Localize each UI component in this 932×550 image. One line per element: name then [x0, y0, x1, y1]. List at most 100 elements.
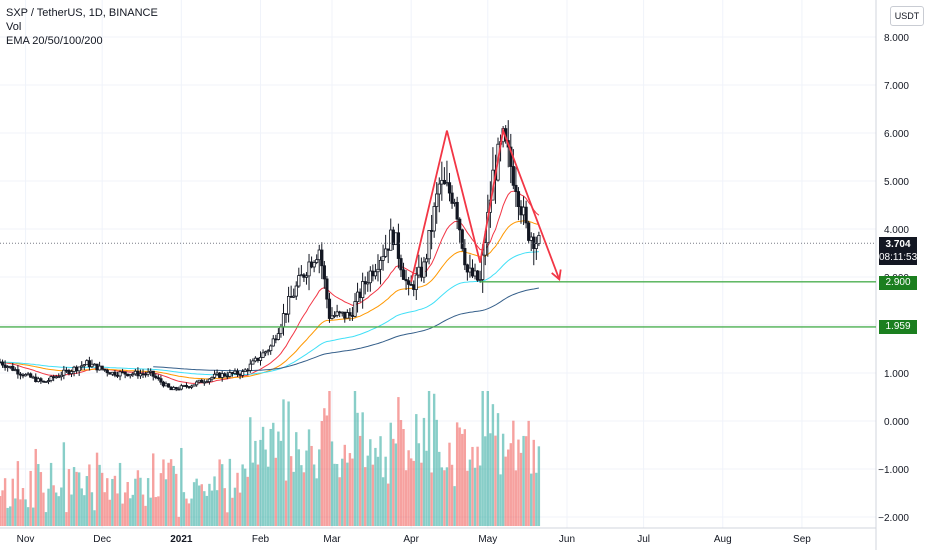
volume-bar — [233, 487, 237, 526]
candle-body — [473, 270, 477, 277]
candle-body — [519, 206, 523, 216]
volume-bar — [9, 506, 12, 526]
volume-bar — [167, 462, 170, 526]
volume-bar — [162, 459, 165, 526]
volume-bar — [220, 464, 224, 526]
volume-bar — [348, 453, 352, 526]
candle-body — [358, 291, 362, 299]
candle-body — [292, 295, 296, 298]
volume-bar — [42, 492, 45, 526]
volume-bar — [455, 422, 459, 526]
candle-body — [325, 278, 329, 300]
volume-bar — [448, 442, 451, 526]
x-tick-label: 2021 — [170, 534, 193, 545]
volume-bar — [34, 448, 37, 526]
candle-body — [212, 373, 217, 378]
level-lower-tag: 1.959 — [879, 320, 917, 334]
volume-bar — [157, 496, 160, 526]
volume-bar — [343, 444, 346, 526]
y-tick-label: 7.000 — [884, 81, 909, 92]
candle-body — [366, 282, 370, 285]
y-tick-label: 8.000 — [884, 33, 909, 44]
legend-ema[interactable]: EMA 20/50/100/200 — [6, 35, 103, 47]
volume-bar — [458, 427, 461, 526]
x-tick-label: Aug — [714, 534, 732, 545]
legend-symbol[interactable]: SXP / TetherUS, 1D, BINANCE — [6, 7, 158, 19]
candle-body — [233, 370, 237, 374]
candle-body — [417, 266, 421, 276]
volume-bar — [16, 461, 20, 526]
candle-body — [205, 381, 209, 384]
volume-bar — [177, 516, 180, 526]
candle-body — [343, 311, 347, 319]
volume-bar — [392, 438, 395, 526]
candle-body — [527, 222, 531, 241]
volume-bar — [21, 488, 25, 526]
volume-bar — [195, 478, 198, 526]
candle-body — [335, 311, 339, 316]
candle-body — [396, 232, 401, 259]
volume-bar — [88, 464, 91, 526]
volume-bar — [172, 465, 175, 526]
volume-bar — [404, 470, 408, 526]
candle-body — [98, 365, 102, 371]
candle-body — [218, 372, 222, 378]
volume-bar — [409, 458, 413, 526]
volume-bar — [11, 478, 14, 526]
volume-bar — [113, 475, 117, 526]
volume-bar — [484, 436, 487, 526]
volume-bar — [274, 457, 278, 526]
candle-body — [345, 312, 349, 319]
volume-bar — [389, 422, 392, 526]
candle-body — [18, 373, 23, 376]
candle-body — [200, 379, 204, 383]
volume-bar — [532, 439, 535, 526]
volume-bar — [530, 473, 533, 526]
currency-button[interactable]: USDT — [890, 6, 924, 26]
volume-bar — [159, 473, 163, 526]
candle-body — [251, 360, 255, 365]
candle-body — [31, 376, 35, 379]
candle-body — [138, 373, 143, 377]
legend-volume[interactable]: Vol — [6, 21, 22, 33]
volume-bar — [37, 464, 40, 526]
candle-body — [34, 376, 38, 383]
candle-body — [404, 279, 408, 282]
candle-body — [376, 268, 380, 273]
candle-body — [23, 374, 28, 377]
volume-bar — [481, 391, 484, 526]
candle-body — [302, 274, 306, 278]
volume-bar — [187, 503, 191, 526]
volume-bar — [261, 426, 265, 526]
volume-bar — [399, 420, 403, 526]
candle-body — [225, 375, 229, 378]
chart-legend: SXP / TetherUS, 1D, BINANCE Vol EMA 20/5… — [6, 6, 158, 48]
candle-body — [238, 374, 242, 376]
candle-body — [126, 373, 130, 377]
candle-body — [123, 371, 127, 375]
candle-body — [437, 183, 441, 195]
x-tick-label: Mar — [323, 534, 341, 545]
volume-bar — [307, 429, 311, 526]
volume-bar — [85, 476, 89, 526]
volume-bar — [251, 462, 255, 526]
candle-body — [248, 363, 252, 371]
candle-body — [384, 248, 388, 257]
x-tick-label: Sep — [793, 534, 811, 545]
candle-body — [363, 281, 367, 285]
candle-body — [445, 182, 449, 185]
candle-body — [243, 369, 247, 372]
candle-body — [13, 369, 17, 372]
volume-bar — [169, 459, 173, 526]
volume-bar — [369, 439, 372, 526]
volume-bar — [427, 391, 431, 526]
candle-body — [447, 182, 452, 194]
candle-body — [350, 315, 355, 317]
candle-body — [309, 261, 314, 268]
volume-bar — [93, 510, 96, 526]
current-price-tag: 3.704 08:11:53 — [879, 237, 917, 265]
volume-bar — [501, 433, 505, 526]
candle-body — [174, 387, 178, 390]
volume-bar — [394, 443, 398, 526]
